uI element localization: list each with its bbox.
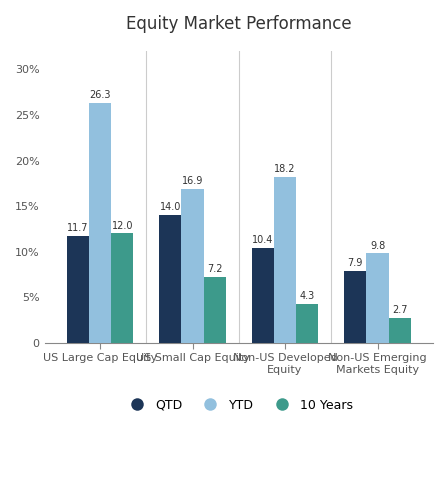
Bar [204, 277, 226, 343]
Bar [388, 318, 411, 343]
Text: 12.0: 12.0 [112, 221, 133, 231]
Text: 11.7: 11.7 [67, 224, 89, 234]
Text: 4.3: 4.3 [300, 291, 315, 301]
Text: 16.9: 16.9 [182, 176, 203, 186]
Bar [296, 303, 319, 343]
Text: 14.0: 14.0 [159, 203, 181, 213]
Bar [89, 103, 111, 343]
Bar [111, 234, 134, 343]
Bar [67, 236, 89, 343]
Bar [366, 253, 388, 343]
Text: 18.2: 18.2 [274, 164, 296, 174]
Bar [159, 215, 181, 343]
Legend: QTD, YTD, 10 Years: QTD, YTD, 10 Years [118, 393, 360, 418]
Title: Equity Market Performance: Equity Market Performance [126, 15, 352, 33]
Text: 7.9: 7.9 [348, 258, 363, 268]
Bar [181, 189, 204, 343]
Text: 26.3: 26.3 [89, 90, 111, 100]
Bar [252, 248, 274, 343]
Text: 2.7: 2.7 [392, 305, 408, 315]
Bar [274, 177, 296, 343]
Text: 10.4: 10.4 [252, 235, 274, 246]
Text: 9.8: 9.8 [370, 241, 385, 250]
Text: 7.2: 7.2 [207, 264, 223, 274]
Bar [344, 271, 366, 343]
